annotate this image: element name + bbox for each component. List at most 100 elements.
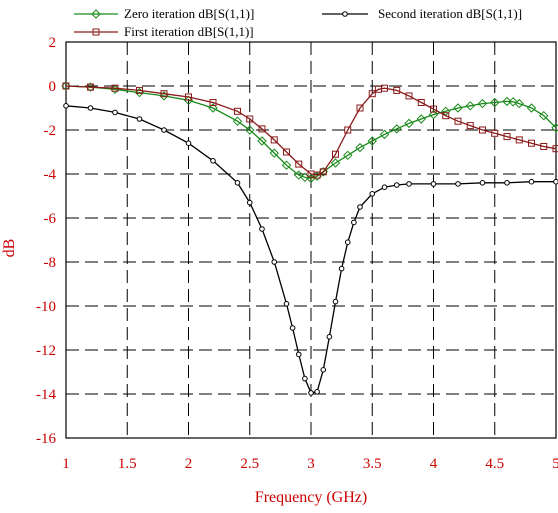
- data-point: [245, 125, 255, 135]
- data-point: [465, 101, 475, 111]
- data-point: [428, 109, 439, 120]
- data-point: [368, 90, 376, 98]
- data-point: [185, 93, 192, 101]
- legend-entry: First iteration dB[S(1,1)]: [74, 24, 254, 39]
- data-point: [62, 82, 70, 90]
- series-line: [65, 85, 557, 180]
- data-point: [320, 367, 327, 373]
- x-tick-label: 2.5: [240, 456, 259, 472]
- data-point: [514, 98, 524, 109]
- data-point: [338, 265, 345, 272]
- data-point: [295, 351, 302, 358]
- data-point: [551, 123, 558, 133]
- data-point: [283, 148, 290, 156]
- data-point: [319, 168, 327, 176]
- data-point: [466, 122, 474, 130]
- data-point: [369, 191, 376, 197]
- data-point: [417, 99, 425, 106]
- series-lines: [61, 81, 558, 396]
- data-point: [355, 142, 365, 153]
- data-point: [430, 105, 437, 113]
- data-point: [330, 158, 341, 168]
- data-point: [232, 116, 243, 126]
- data-point: [367, 136, 377, 146]
- data-point: [314, 389, 320, 395]
- data-point: [508, 97, 518, 107]
- y-tick-label: -14: [36, 387, 56, 403]
- data-point: [112, 109, 118, 116]
- data-point: [453, 103, 463, 113]
- y-tick-label: -8: [44, 255, 57, 271]
- data-point: [381, 84, 388, 92]
- data-point: [392, 124, 402, 134]
- data-point: [381, 184, 388, 190]
- data-point: [234, 180, 241, 186]
- y-tick-label: -12: [36, 343, 56, 359]
- x-tick-label: 3.5: [363, 456, 382, 472]
- data-point: [490, 97, 500, 108]
- y-axis-ticks: 2 0 -2 -4 -6 -8 -10 -12 -14 -16: [36, 35, 56, 447]
- x-tick-label: 1.5: [118, 456, 137, 472]
- data-point: [208, 103, 218, 113]
- data-point: [351, 219, 357, 226]
- data-point: [416, 114, 426, 124]
- data-point: [332, 298, 339, 305]
- data-point: [136, 86, 143, 94]
- data-point: [553, 178, 558, 185]
- data-point: [343, 150, 353, 161]
- data-point: [271, 259, 278, 265]
- data-point: [430, 181, 437, 187]
- data-point: [393, 182, 400, 188]
- x-tick-label: 4: [430, 456, 438, 472]
- y-tick-label: -4: [44, 167, 57, 183]
- data-point: [455, 181, 461, 187]
- data-point: [526, 103, 537, 113]
- y-tick-label: -16: [36, 431, 56, 447]
- y-axis-title: dB: [1, 239, 18, 258]
- y-tick-label: 0: [49, 79, 57, 95]
- data-point: [308, 390, 314, 396]
- data-point: [491, 129, 499, 137]
- data-point: [63, 103, 69, 109]
- legend-label: First iteration dB[S(1,1)]: [124, 24, 254, 39]
- data-point: [479, 180, 486, 186]
- data-point: [504, 180, 510, 186]
- data-point: [246, 115, 254, 123]
- legend-label: Second iteration dB[S(1,1)]: [378, 6, 522, 21]
- data-point: [259, 226, 265, 232]
- y-tick-label: -2: [44, 123, 57, 139]
- data-point: [209, 99, 217, 106]
- data-point: [454, 117, 462, 125]
- data-point: [528, 139, 535, 147]
- data-point: [289, 325, 296, 331]
- data-point: [258, 125, 266, 133]
- series-line: [65, 105, 556, 394]
- data-point: [539, 110, 549, 121]
- data-point: [442, 112, 450, 120]
- data-point: [332, 150, 339, 158]
- data-point: [344, 126, 352, 134]
- y-tick-label: -6: [44, 211, 57, 227]
- data-point: [269, 148, 279, 158]
- data-point: [234, 107, 241, 115]
- data-point: [294, 170, 304, 180]
- data-point: [528, 178, 535, 185]
- data-point: [257, 136, 267, 146]
- data-point: [111, 84, 119, 92]
- data-point: [479, 126, 486, 134]
- data-point: [405, 92, 413, 100]
- data-point: [406, 181, 412, 187]
- data-point: [357, 204, 363, 210]
- data-point: [136, 116, 143, 122]
- data-point: [91, 9, 101, 19]
- data-point: [393, 86, 401, 94]
- data-point: [404, 118, 414, 129]
- series-1: [62, 82, 558, 179]
- data-point: [344, 239, 351, 245]
- legend-label: Zero iteration dB[S(1,1)]: [124, 6, 254, 21]
- x-tick-label: 3: [307, 456, 315, 472]
- data-point: [92, 28, 100, 36]
- x-tick-label: 4.5: [485, 456, 504, 472]
- data-point: [515, 136, 523, 144]
